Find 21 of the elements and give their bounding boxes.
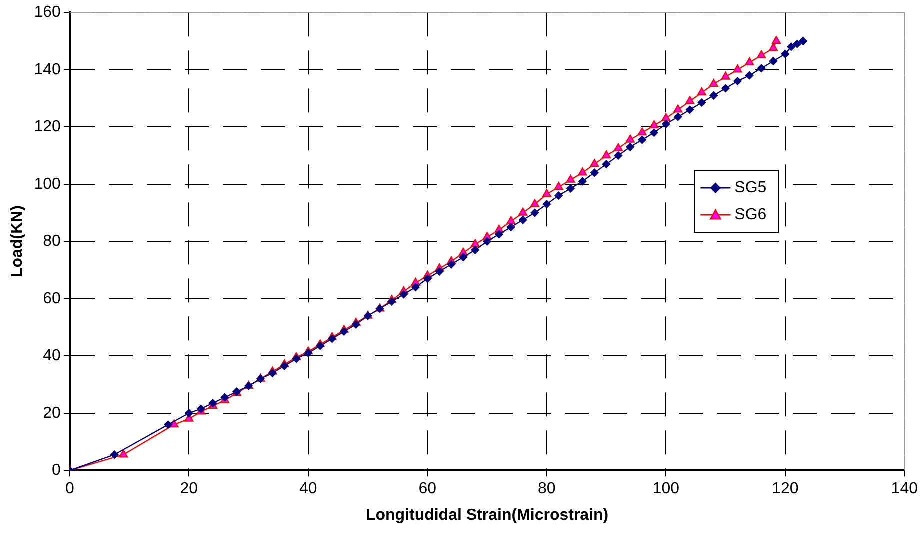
y-tick-label: 20 [43, 404, 61, 422]
x-tick-label: 100 [652, 480, 680, 498]
y-tick-label: 160 [34, 4, 61, 22]
x-tick-label: 120 [772, 480, 799, 498]
y-tick-label: 140 [34, 61, 61, 78]
y-tick-label: 80 [43, 233, 61, 250]
y-tick-label: 120 [34, 118, 61, 136]
legend-label: SG5 [734, 180, 767, 197]
x-tick-label: 80 [538, 480, 556, 498]
y-tick-label: 40 [43, 348, 61, 365]
y-tick-label: 100 [34, 176, 61, 193]
x-tick-label: 0 [65, 480, 74, 498]
x-tick-label: 140 [891, 480, 918, 498]
x-tick-label: 20 [180, 480, 198, 498]
x-axis-title: Longitudidal Strain(Microstrain) [366, 506, 609, 524]
y-axis-title: Load(KN) [9, 206, 26, 278]
y-tick-label: 0 [52, 462, 61, 480]
legend-label: SG6 [734, 206, 767, 224]
x-tick-label: 60 [418, 480, 437, 498]
y-tick-label: 60 [43, 290, 61, 308]
x-tick-label: 40 [300, 480, 318, 498]
